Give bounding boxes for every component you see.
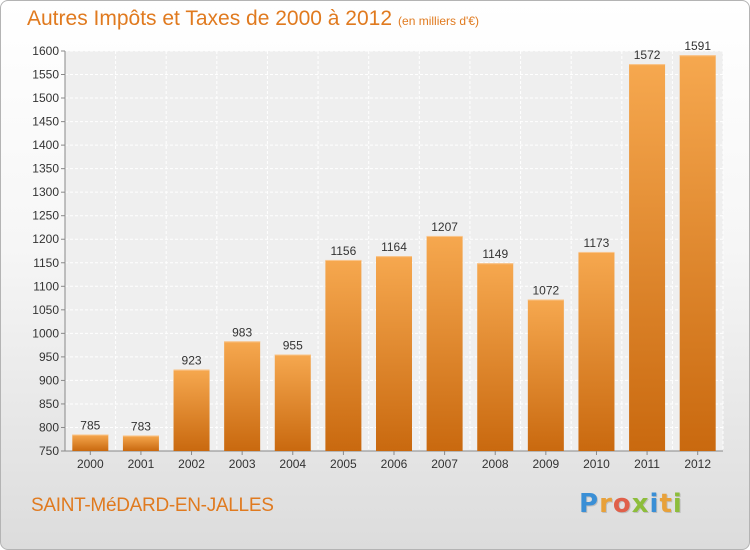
x-tick-label: 2010 bbox=[583, 457, 610, 471]
x-tick-label: 2001 bbox=[128, 457, 155, 471]
x-tick-label: 2011 bbox=[634, 457, 660, 471]
data-label: 1156 bbox=[330, 244, 356, 258]
proxiti-logo: Proxiti bbox=[579, 489, 683, 519]
y-tick-label: 1200 bbox=[32, 232, 59, 246]
logo-letter: t bbox=[659, 489, 673, 519]
y-tick-label: 1350 bbox=[32, 162, 59, 176]
bar bbox=[527, 299, 564, 451]
y-tick-label: 1550 bbox=[32, 68, 59, 82]
y-tick-label: 1500 bbox=[32, 91, 59, 105]
data-label: 783 bbox=[131, 419, 151, 433]
town-name: SAINT-MéDARD-EN-JALLES bbox=[31, 495, 274, 516]
logo-letter: x bbox=[631, 489, 650, 519]
chart-title: Autres Impôts et Taxes de 2000 à 2012 (en… bbox=[27, 7, 479, 31]
bar bbox=[325, 259, 362, 451]
x-tick-label: 2004 bbox=[279, 457, 306, 471]
logo-letter: P bbox=[579, 489, 600, 519]
y-tick-label: 1250 bbox=[32, 209, 59, 223]
bar bbox=[629, 64, 666, 452]
data-label: 785 bbox=[80, 419, 100, 433]
data-label: 1149 bbox=[482, 247, 508, 261]
data-label: 1591 bbox=[684, 39, 711, 53]
x-tick-label: 2006 bbox=[381, 457, 408, 471]
y-tick-label: 1400 bbox=[32, 138, 59, 152]
y-tick-label: 750 bbox=[39, 444, 59, 458]
bar bbox=[578, 251, 615, 451]
logo-letter: r bbox=[599, 489, 613, 519]
bar bbox=[426, 235, 463, 451]
data-label: 1572 bbox=[634, 48, 661, 62]
bar bbox=[224, 341, 261, 451]
chart-title-text: Autres Impôts et Taxes de 2000 à 2012 bbox=[27, 7, 393, 30]
logo-letter: i bbox=[649, 489, 660, 519]
x-tick-label: 2000 bbox=[77, 457, 104, 471]
x-tick-label: 2009 bbox=[532, 457, 559, 471]
x-tick-label: 2008 bbox=[482, 457, 509, 471]
y-tick-label: 1050 bbox=[32, 303, 59, 317]
logo-letter: i bbox=[672, 489, 683, 519]
y-tick-label: 1450 bbox=[32, 115, 59, 129]
data-label: 955 bbox=[283, 339, 303, 353]
bar bbox=[274, 354, 311, 451]
y-tick-label: 1300 bbox=[32, 185, 59, 199]
bar bbox=[376, 256, 412, 451]
x-tick-label: 2003 bbox=[229, 457, 256, 471]
labels: 750 800 850 900 950 1000 1050 1100 1150 1200 1250 1… bbox=[32, 39, 711, 471]
y-tick-label: 1100 bbox=[33, 279, 59, 293]
data-label: 1164 bbox=[381, 240, 407, 254]
data-label: 1207 bbox=[431, 220, 458, 234]
y-tick-label: 950 bbox=[39, 350, 59, 364]
bar bbox=[679, 55, 716, 452]
logo-letter: o bbox=[612, 489, 632, 519]
y-tick-label: 800 bbox=[39, 420, 59, 434]
y-tick-label: 1000 bbox=[32, 326, 59, 340]
data-label: 1072 bbox=[532, 283, 559, 297]
y-tick-label: 1150 bbox=[33, 256, 59, 270]
x-tick-label: 2002 bbox=[178, 457, 205, 471]
y-tick-label: 1600 bbox=[32, 44, 59, 58]
chart-subtitle: (en milliers d'€) bbox=[398, 14, 480, 28]
y-tick-label: 900 bbox=[39, 373, 59, 387]
bars bbox=[72, 55, 716, 452]
x-tick-label: 2012 bbox=[684, 457, 711, 471]
x-tick-label: 2007 bbox=[431, 457, 458, 471]
x-tick-label: 2005 bbox=[330, 457, 357, 471]
bar bbox=[72, 434, 109, 451]
bar bbox=[122, 435, 159, 451]
y-tick-label: 850 bbox=[39, 397, 59, 411]
bar bbox=[173, 369, 210, 451]
data-label: 923 bbox=[182, 354, 202, 368]
data-label: 1173 bbox=[584, 236, 610, 250]
data-label: 983 bbox=[232, 325, 252, 339]
bar bbox=[477, 263, 514, 451]
